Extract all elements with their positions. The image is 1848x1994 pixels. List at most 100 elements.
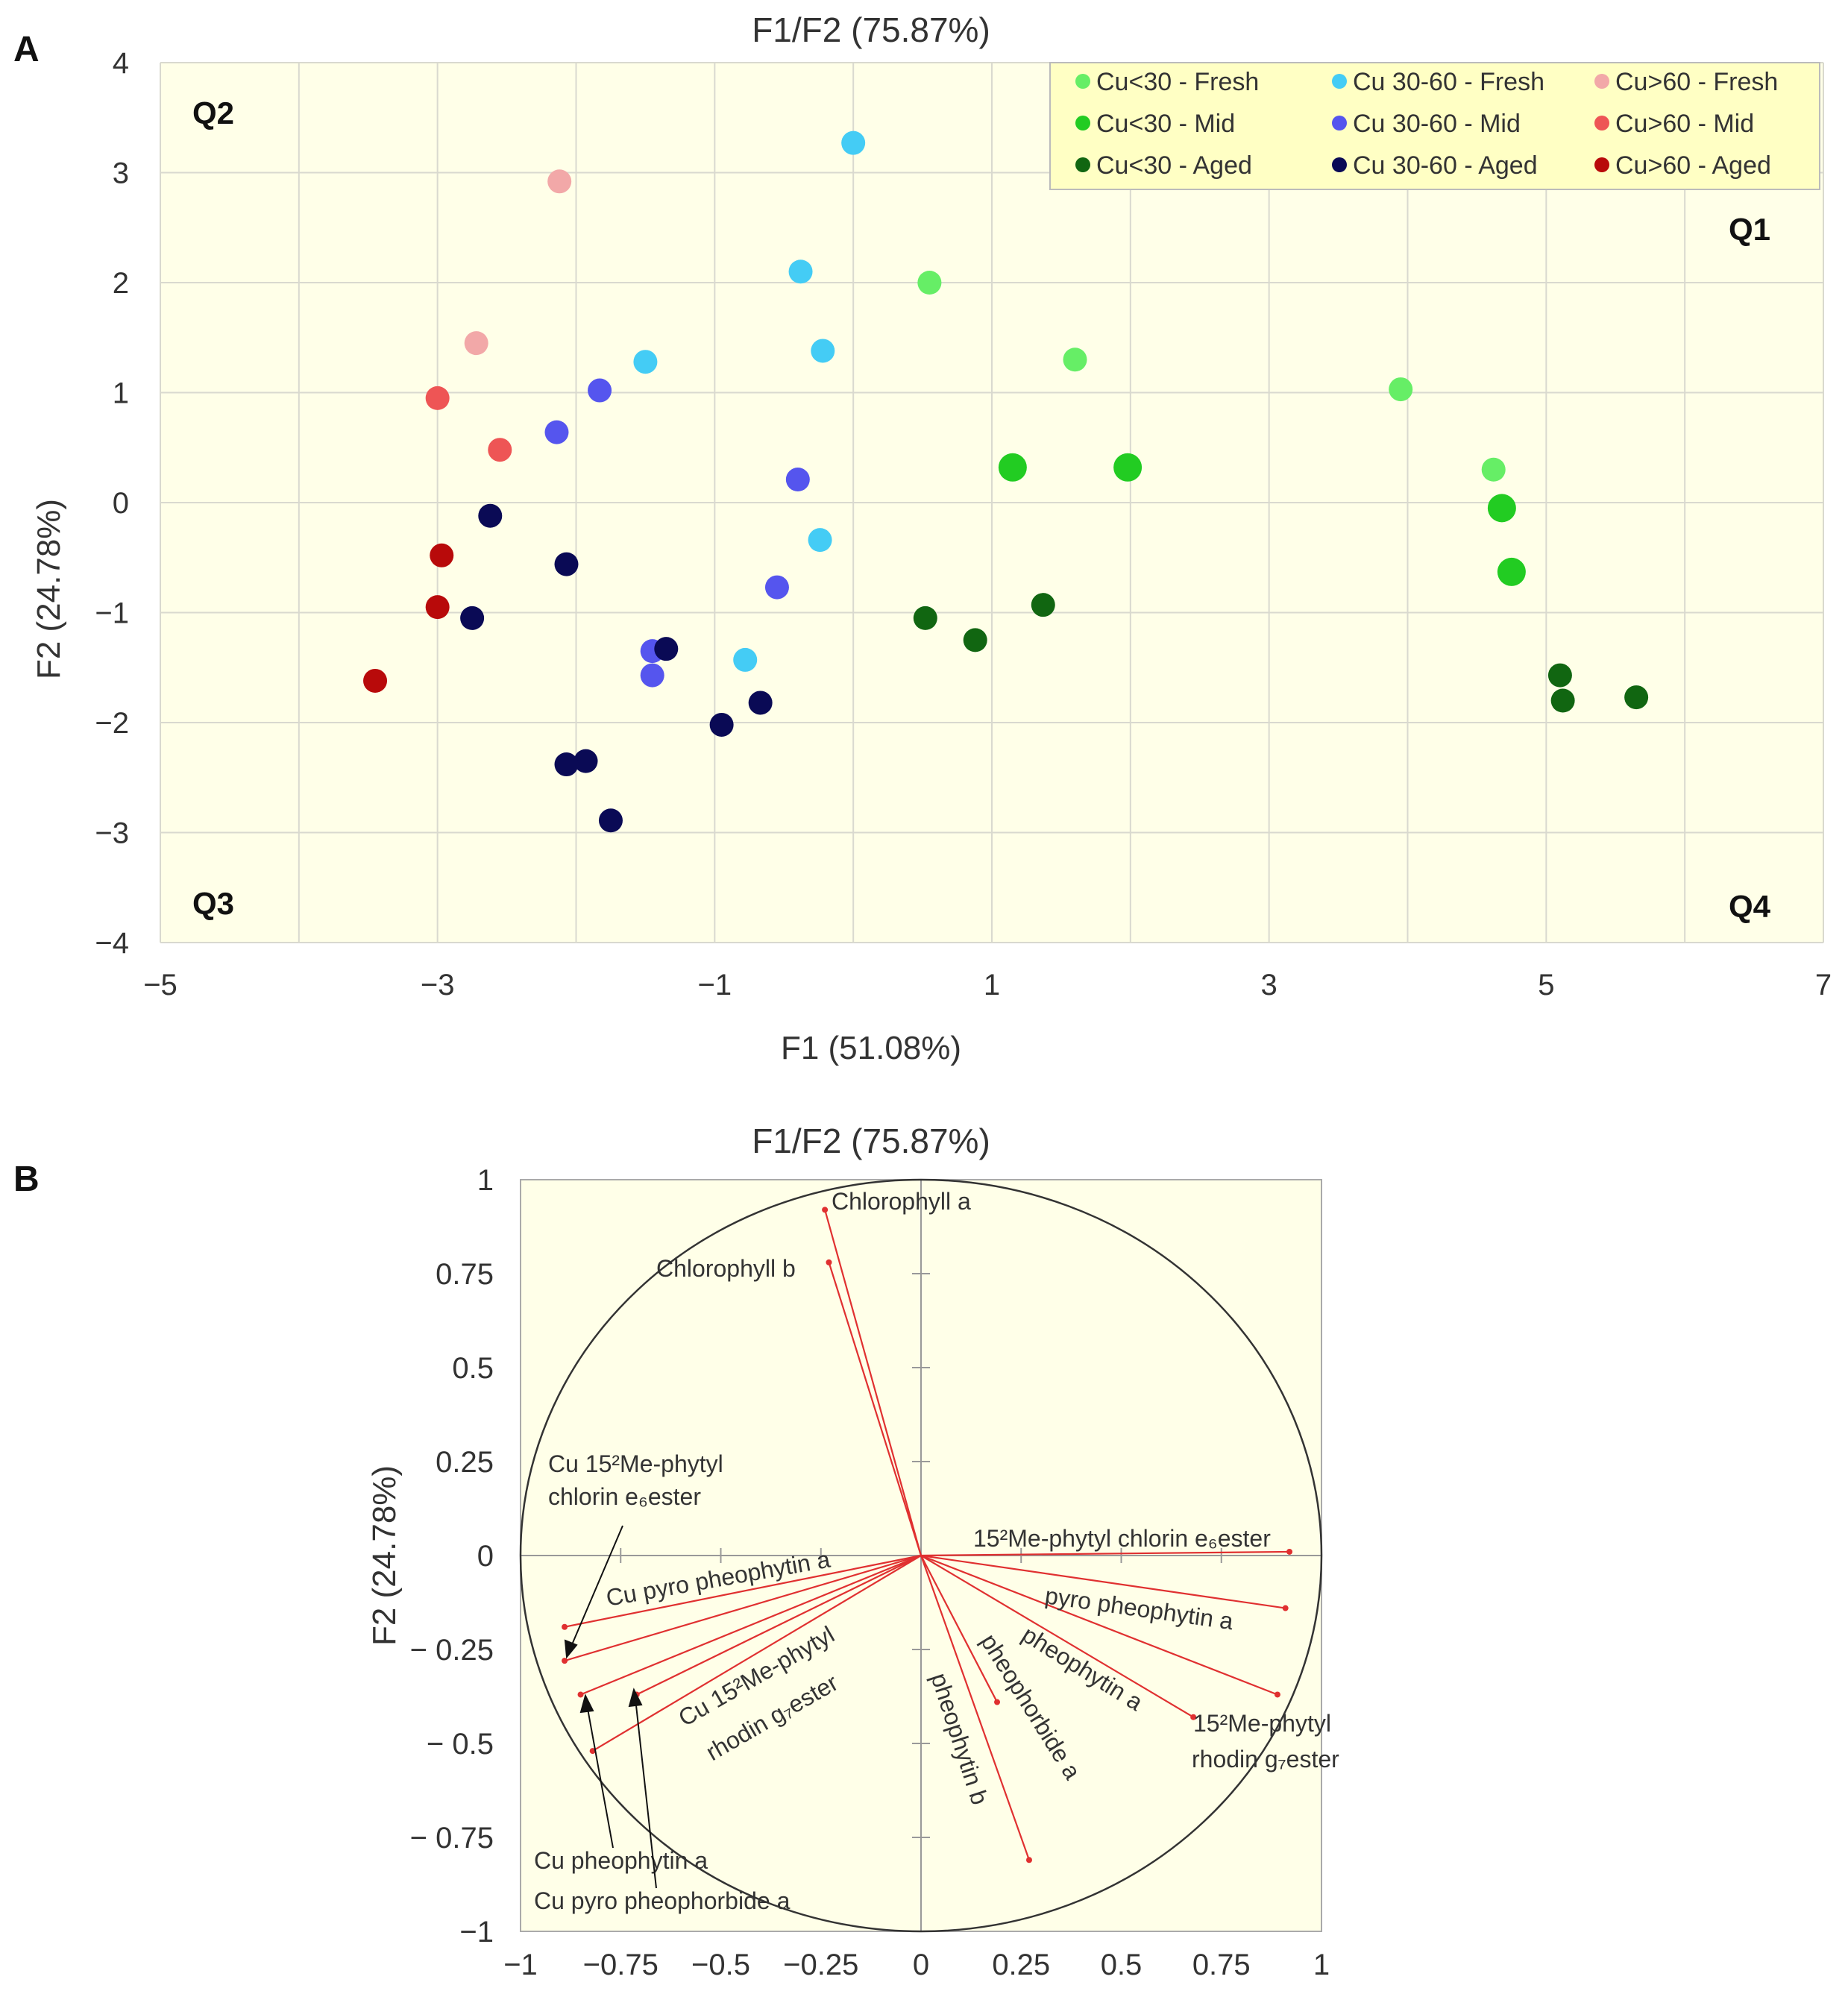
data-point: [998, 453, 1027, 482]
legend-entry: Cu<30 - Mid: [1096, 110, 1235, 138]
panel-a-title: F1/F2 (75.87%): [752, 10, 990, 49]
data-point: [430, 543, 454, 567]
y-tick-label: −2: [95, 707, 129, 740]
y-tick-label: −1: [459, 1916, 494, 1949]
data-point: [1113, 453, 1143, 482]
loading-vector: [920, 1554, 1286, 1609]
data-point: [598, 808, 623, 833]
y-tick-label: 0.5: [452, 1352, 494, 1385]
loading-vector: [592, 1555, 922, 1752]
legend-marker: [1594, 157, 1609, 172]
x-tick-label: −0.75: [583, 1949, 659, 1981]
panel-b-letter: B: [13, 1160, 40, 1199]
loading-vector: [920, 1555, 1194, 1718]
legend-marker: [1594, 116, 1609, 130]
loading-vector: [580, 1554, 922, 1696]
panel-a-x-axis-label: F1 (51.08%): [781, 1030, 961, 1066]
data-point: [1481, 457, 1506, 482]
legend-entry: Cu>60 - Fresh: [1615, 68, 1778, 96]
data-point: [544, 420, 569, 444]
y-tick-label: −1: [95, 597, 129, 630]
panel-a-y-axis-label: F2 (24.78%): [31, 499, 67, 679]
legend-marker: [1332, 157, 1347, 172]
panel-b-ticks: −1 −0.75 −0.5 −0.25 0 0.25 0.5 0.75 1 1 0.75 0.5 0.2…: [410, 1164, 1330, 1981]
data-point: [1624, 685, 1649, 710]
panel-a-points: [363, 130, 1649, 833]
quadrant-q4-label: Q4: [1729, 889, 1771, 924]
data-point: [425, 386, 450, 410]
loading-vector-tip: [589, 1748, 596, 1755]
panel-a-ticks: −5 −3 −1 1 3 5 7 4 3 2 1 0 −1 −2 −3 −4: [95, 47, 1832, 1001]
quadrant-q2-label: Q2: [192, 95, 234, 130]
data-point: [811, 339, 835, 363]
legend-entry: Cu>60 - Aged: [1615, 151, 1771, 180]
legend-marker: [1594, 74, 1609, 89]
panel-a-letter: A: [13, 30, 40, 69]
data-point: [425, 595, 450, 620]
y-tick-label: 4: [113, 47, 129, 80]
x-tick-label: 0: [913, 1949, 929, 1981]
y-tick-label: 0: [113, 487, 129, 520]
loading-vector: [920, 1554, 1278, 1696]
arrowhead-cu-pyro-pheophorbide: [628, 1688, 643, 1708]
x-tick-label: 1: [984, 969, 1000, 1001]
data-point: [1547, 663, 1572, 688]
data-point: [1497, 557, 1526, 586]
label-chlorophyll-a: Chlorophyll a: [832, 1188, 971, 1215]
loading-vector: [824, 1210, 923, 1556]
data-point: [748, 691, 773, 715]
data-point: [917, 271, 942, 295]
y-tick-label: 2: [113, 267, 129, 300]
label-chlorophyll-b: Chlorophyll b: [656, 1255, 796, 1282]
x-tick-label: −0.25: [783, 1949, 858, 1981]
data-point: [478, 503, 503, 528]
loading-vector-tip: [1274, 1691, 1280, 1698]
data-point: [547, 169, 572, 194]
data-point: [785, 468, 810, 492]
quadrant-q1-label: Q1: [1729, 212, 1770, 247]
legend-entry: Cu 30-60 - Aged: [1353, 151, 1538, 180]
y-tick-label: 1: [477, 1164, 494, 1197]
legend-entry: Cu<30 - Fresh: [1096, 68, 1259, 96]
quadrant-q3-label: Q3: [192, 886, 234, 921]
x-tick-label: 1: [1313, 1949, 1330, 1981]
label-cu-pyro-pheophorbide-a: Cu pyro pheophorbide a: [534, 1887, 791, 1914]
arrow-cu-pheophytin: [586, 1704, 614, 1849]
data-point: [460, 606, 485, 630]
label-cu-chlorin-1: Cu 15²Me-phytyl: [548, 1450, 723, 1477]
data-point: [963, 628, 987, 652]
loading-vector: [636, 1555, 922, 1696]
data-point: [1389, 377, 1413, 402]
data-point: [554, 552, 579, 576]
legend-entry: Cu<30 - Aged: [1096, 151, 1252, 180]
legend-entry: Cu 30-60 - Mid: [1353, 110, 1521, 138]
data-point: [588, 378, 612, 403]
data-point: [1550, 688, 1575, 713]
panel-a-legend: Cu<30 - Fresh Cu 30-60 - Fresh Cu>60 - Fre…: [1049, 62, 1820, 190]
loading-vector-tip: [562, 1623, 568, 1630]
data-point: [573, 749, 598, 773]
data-point: [913, 606, 937, 630]
data-point: [764, 575, 789, 600]
loading-vector: [564, 1554, 922, 1628]
y-tick-label: 0: [477, 1540, 494, 1573]
x-tick-label: 0.75: [1192, 1949, 1251, 1981]
data-point: [633, 350, 658, 374]
data-point: [808, 528, 832, 553]
x-tick-label: 3: [1261, 969, 1277, 1001]
panel-b-title: F1/F2 (75.87%): [752, 1122, 990, 1160]
panel-a-grid: [160, 62, 1824, 943]
x-tick-label: −1: [698, 969, 732, 1001]
data-point: [709, 712, 734, 737]
data-point: [363, 668, 388, 693]
loading-vector-tip: [1025, 1857, 1032, 1864]
loading-vector-tip: [994, 1699, 1001, 1705]
legend-entry: Cu 30-60 - Fresh: [1353, 68, 1544, 96]
data-point: [640, 663, 664, 688]
y-tick-label: 3: [113, 157, 129, 190]
panel-a: A F1/F2 (75.87%) −5 −3 −1 1 3 5 7 4 3 2 1 0 −1 −2 −3 −4…: [13, 10, 1832, 1066]
y-tick-label: − 0.5: [427, 1728, 494, 1761]
y-tick-label: 0.25: [436, 1446, 494, 1479]
panel-b: B F1/F2 (75.87%) −1 −0.75 −0.5 −0.25 0 0.25 0.…: [13, 1122, 1339, 1981]
